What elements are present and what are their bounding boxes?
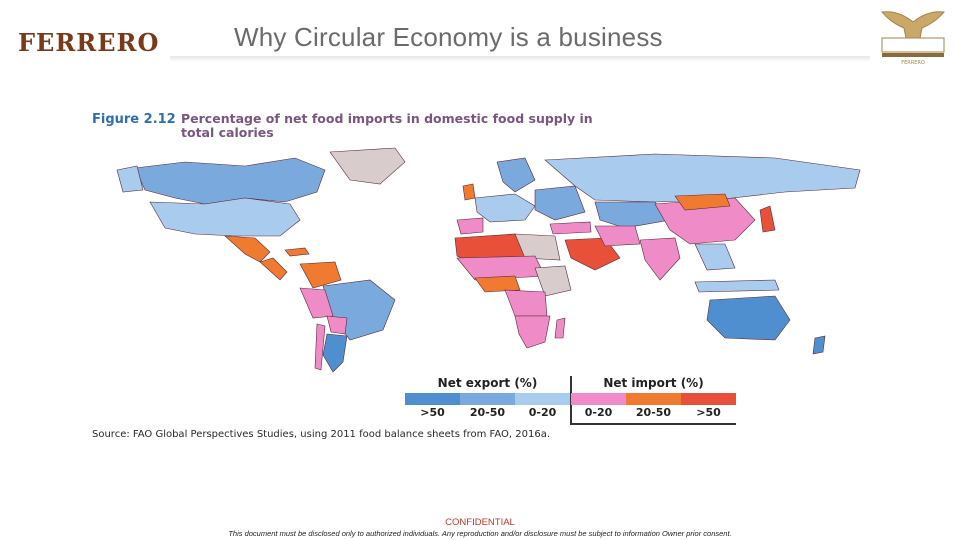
legend-swatch-export-20-50 [460,393,515,405]
region-chile [314,323,326,371]
legend-label-import-over50: >50 [696,406,721,419]
region-western-europe [474,193,536,223]
emblem-text: FERRERO [901,60,925,66]
region-canada [134,157,326,205]
region-madagascar [554,317,566,339]
region-central-africa [504,289,548,317]
region-egypt-libya [514,233,561,261]
map-legend: Net export (%) Net import (%) >50 20-50 … [405,376,736,425]
region-mongolia [674,193,731,211]
legend-swatch-import-over50 [681,393,736,405]
confidential-label: CONFIDENTIAL [445,517,515,528]
region-australia [706,295,791,341]
region-mexico [224,235,271,263]
legend-net-import-heading: Net import (%) [603,376,704,390]
region-bolivia [326,315,348,335]
legend-bottom-rule [570,423,736,425]
region-russia [544,153,861,203]
title-underline [170,56,870,62]
legend-swatch-export-0-20 [515,393,570,405]
slide-title: Why Circular Economy is a business [234,22,663,52]
ferrero-logo: FERRERO [18,28,160,57]
region-scandinavia [496,157,536,193]
region-argentina [322,333,348,373]
region-iran [594,225,641,247]
region-japan-korea [759,205,776,233]
legend-label-import-20-50: 20-50 [635,406,672,419]
confidentiality-disclaimer: This document must be disclosed only to … [228,529,732,538]
legend-label-export-0-20: 0-20 [528,406,557,419]
region-usa [149,197,301,237]
region-southeast-asia [694,243,736,271]
region-turkey [549,221,592,235]
figure-label: Figure 2.12 [92,112,176,127]
region-central-america [259,257,288,281]
region-new-zealand [812,335,826,355]
region-colombia-venezuela [299,261,342,289]
region-iberia [456,217,484,235]
region-eastern-europe [534,185,586,221]
figure-caption: Percentage of net food imports in domest… [181,111,593,140]
legend-swatch-export-over50 [405,393,460,405]
region-kazakhstan [594,201,671,229]
legend-label-export-over50: >50 [420,406,445,419]
region-peru [299,287,334,319]
legend-label-export-20-50: 20-50 [469,406,506,419]
emblem-plate [881,37,945,53]
legend-net-export-heading: Net export (%) [437,376,538,390]
legend-swatch-import-0-20 [571,393,626,405]
emblem-crest [881,11,945,49]
region-india [639,237,681,281]
ferrero-emblem-logo: FERRERO [881,11,945,66]
region-alaska [116,165,144,193]
region-caribbean [284,247,310,257]
region-west-africa [474,275,521,293]
source-note: Source: FAO Global Perspectives Studies,… [92,429,551,440]
region-greenland [329,147,406,185]
region-china [654,197,756,245]
legend-swatch-import-20-50 [626,393,681,405]
region-east-africa [534,265,572,297]
region-southern-africa [514,315,551,349]
legend-divider [570,376,572,424]
world-map [116,147,861,373]
region-uk [462,183,476,201]
region-indonesia [694,279,780,293]
legend-label-import-0-20: 0-20 [584,406,613,419]
emblem-band [882,53,944,57]
